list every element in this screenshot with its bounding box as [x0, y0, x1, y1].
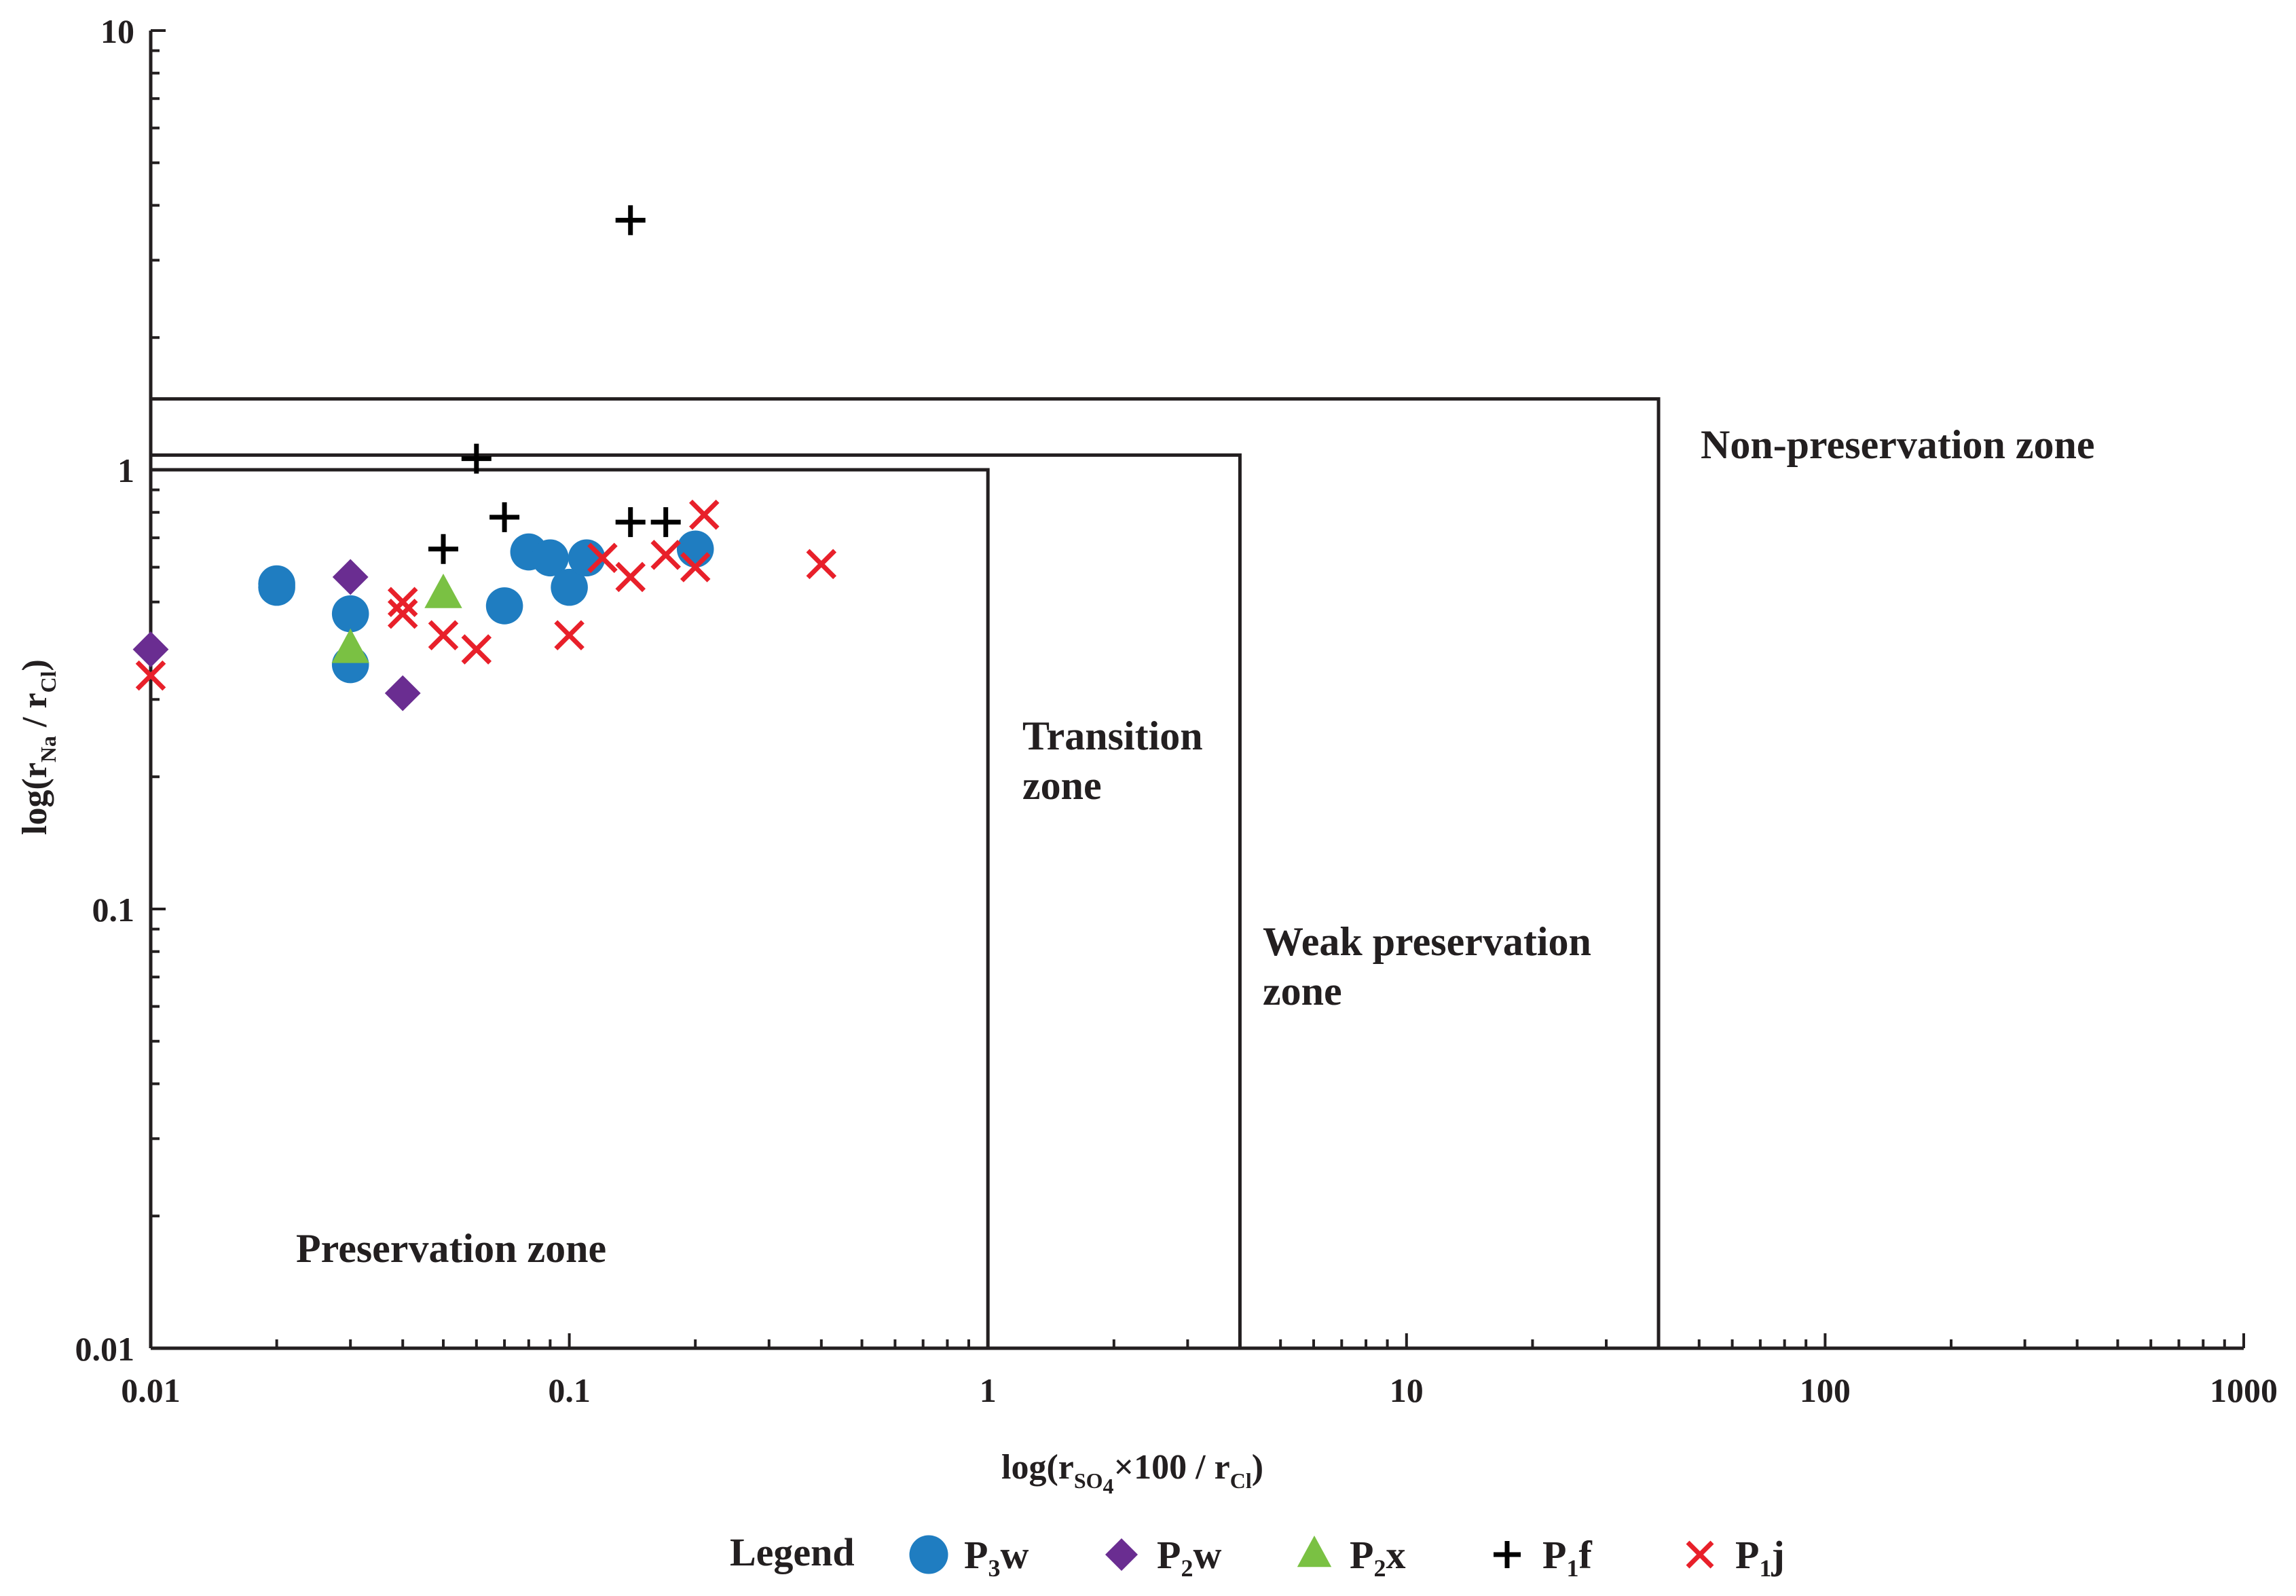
data-point-P3w: [331, 595, 369, 633]
series-P1f: [428, 205, 681, 564]
legend-label-P1j: P1j: [1735, 1533, 1785, 1582]
x-tick-label: 0.1: [548, 1371, 591, 1409]
zone-boundaries: [151, 397, 1661, 1348]
data-points: [132, 205, 837, 711]
data-point-P1j: [554, 620, 585, 651]
legend-item-P2w: P2w: [1105, 1533, 1221, 1582]
zone-label-transition-line2: zone: [1022, 763, 1102, 808]
x-tick-label: 100: [1800, 1371, 1851, 1409]
zone-label-preservation: Preservation zone: [296, 1226, 606, 1271]
y-tick-label: 10: [100, 12, 134, 50]
zone-label-non-preservation: Non-preservation zone: [1701, 422, 2095, 467]
legend-label-P1f: P1f: [1542, 1533, 1592, 1582]
y-tick-label: 0.1: [92, 891, 135, 929]
legend-item-P2x: P2x: [1297, 1533, 1405, 1582]
x-tick-label: 10: [1390, 1371, 1424, 1409]
zone-label-transition-line1: Transition: [1022, 713, 1203, 758]
data-point-P1j: [650, 540, 681, 570]
data-point-P2w: [332, 559, 369, 595]
data-point-P1f: [461, 443, 492, 474]
legend-items: P3w P2w P2x P1f P1j: [909, 1533, 1785, 1582]
data-point-P1j: [387, 598, 418, 629]
data-point-P2w: [132, 631, 169, 667]
x-tick-label: 1: [980, 1371, 997, 1409]
legend-label-P2w: P2w: [1157, 1533, 1221, 1582]
zone-boundary-weak-preservation-zone: [151, 397, 1661, 1348]
axes-layer: 0.01 0.1 1 10 100 1000 0.01 0.1 1 10: [75, 12, 2278, 1409]
data-point-P1j: [387, 587, 418, 618]
y-tick-label: 1: [117, 451, 134, 489]
data-point-P1f: [489, 502, 520, 532]
legend-title: Legend: [730, 1530, 855, 1574]
zone-label-weak-line1: Weak preservation: [1263, 919, 1591, 964]
y-axis-title: log(rNa / rCl): [16, 659, 60, 835]
data-point-P2x: [424, 573, 462, 608]
legend-label-P3w: P3w: [964, 1533, 1029, 1582]
legend-item-P1j: P1j: [1686, 1533, 1785, 1582]
data-point-P1j: [806, 549, 837, 580]
data-point-P1j: [615, 561, 646, 593]
data-point-P2x: [331, 628, 369, 663]
legend-marker-P1j: [1686, 1540, 1714, 1569]
data-point-P1j: [587, 542, 618, 574]
data-point-P2w: [384, 675, 421, 711]
legend-item-P3w: P3w: [909, 1533, 1029, 1582]
data-point-P1j: [461, 634, 492, 665]
data-point-P3w: [258, 568, 295, 606]
zone-boundary-transition-zone: [151, 453, 1242, 1348]
legend-marker-P3w: [909, 1535, 948, 1574]
x-tick-label: 1000: [2210, 1371, 2278, 1409]
legend-marker-P1f: [1494, 1541, 1521, 1568]
data-point-P3w: [485, 587, 523, 625]
legend-label-P2x: P2x: [1350, 1533, 1405, 1582]
data-point-P1f: [615, 205, 646, 236]
data-point-P1f: [428, 534, 458, 564]
data-point-P3w: [551, 568, 588, 606]
data-point-P1j: [135, 660, 166, 691]
y-tick-label: 0.01: [75, 1330, 135, 1368]
legend-item-P1f: P1f: [1494, 1533, 1592, 1582]
data-point-P1f: [650, 507, 681, 538]
series-P1j: [135, 499, 837, 691]
zone-label-weak-line2: zone: [1263, 969, 1342, 1014]
legend: Legend P3w P2w P2x P1f P1j: [730, 1530, 1785, 1582]
legend-marker-P2x: [1297, 1536, 1332, 1567]
series-P2w: [132, 559, 421, 711]
series-P2x: [331, 573, 462, 663]
data-point-P3w: [532, 539, 569, 577]
data-point-P3w: [676, 530, 714, 568]
data-point-P1j: [680, 552, 711, 582]
zone-boundary-preservation-zone: [151, 468, 990, 1348]
data-point-P1j: [689, 499, 720, 530]
x-axis-title: log(rSO4×100 / rCl): [1001, 1448, 1263, 1498]
data-point-P1j: [428, 620, 459, 651]
legend-marker-P2w: [1105, 1538, 1138, 1571]
data-point-P1f: [615, 507, 646, 538]
x-tick-label: 0.01: [121, 1371, 181, 1409]
